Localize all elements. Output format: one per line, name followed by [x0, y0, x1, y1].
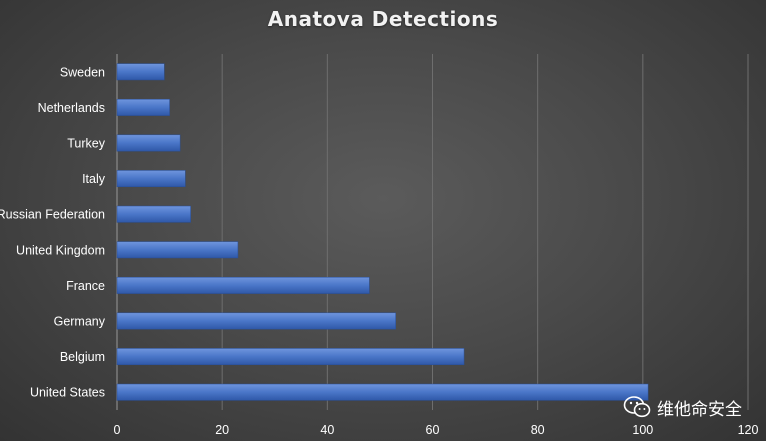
- bar-united-states: [116, 383, 649, 401]
- category-label: France: [66, 279, 105, 293]
- x-tick-label: 60: [426, 423, 440, 437]
- watermark-text: 维他命安全: [657, 399, 742, 420]
- x-tick-label: 20: [215, 423, 229, 437]
- wechat-icon: [623, 396, 651, 418]
- bar-netherlands: [116, 98, 170, 116]
- category-label: Sweden: [60, 65, 105, 79]
- bars: [116, 63, 649, 401]
- x-tick-label: 120: [738, 423, 759, 437]
- bar-russian-federation: [116, 205, 191, 223]
- chart-title: Anatova Detections: [267, 7, 499, 31]
- x-tick-labels: 0 20 40 60 80 100 120: [114, 423, 759, 437]
- watermark: 维他命安全: [623, 395, 742, 420]
- bar-united-kingdom: [116, 241, 239, 259]
- category-label: Belgium: [60, 350, 105, 364]
- bar-italy: [116, 170, 186, 188]
- x-tick-label: 100: [632, 423, 653, 437]
- bar-turkey: [116, 134, 181, 152]
- category-label: Russian Federation: [0, 208, 105, 222]
- category-label: Turkey: [67, 137, 105, 151]
- bar-sweden: [116, 63, 165, 81]
- bar-france: [116, 276, 370, 294]
- bar-germany: [116, 312, 396, 330]
- x-tick-label: 80: [531, 423, 545, 437]
- category-label: United States: [30, 386, 105, 400]
- x-tick-label: 40: [320, 423, 334, 437]
- bar-belgium: [116, 348, 465, 366]
- category-label: Netherlands: [38, 101, 105, 115]
- x-tick-label: 0: [114, 423, 121, 437]
- category-label: Italy: [82, 172, 106, 186]
- category-label: Germany: [54, 315, 106, 329]
- category-labels: Sweden Netherlands Turkey Italy Russian Fede…: [0, 65, 106, 399]
- category-label: United Kingdom: [16, 243, 105, 257]
